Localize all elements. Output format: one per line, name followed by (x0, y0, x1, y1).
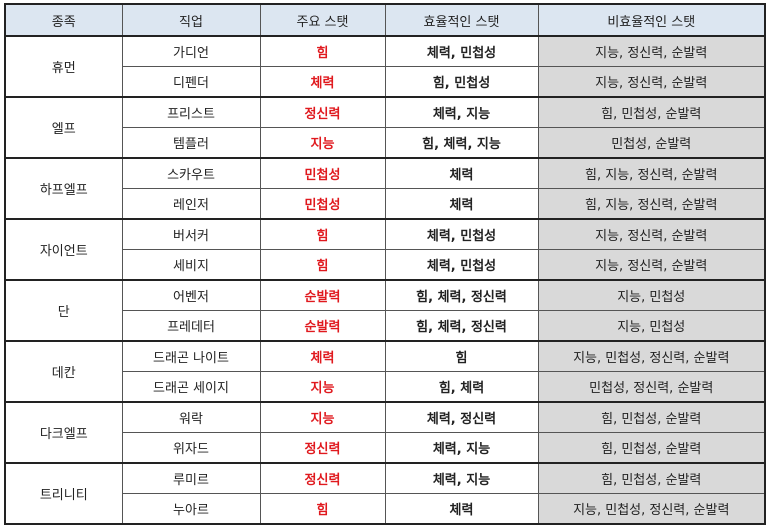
race-cell: 다크엘프 (4, 401, 123, 464)
header-inefficient-stat: 비효율적인 스탯 (537, 3, 766, 37)
main-stat-cell: 정신력 (259, 462, 386, 494)
main-stat-cell: 지능 (259, 371, 386, 403)
main-stat-cell: 힘 (259, 218, 386, 250)
inefficient-stat-cell: 지능, 민첩성 (537, 310, 766, 342)
main-stat-cell: 지능 (259, 401, 386, 433)
efficient-stat-cell: 힘, 민첩성 (384, 66, 539, 98)
table-row: 위자드 정신력 체력, 지능 힘, 민첩성, 순발력 (5, 432, 766, 464)
inefficient-stat-cell: 힘, 민첩성, 순발력 (537, 432, 766, 464)
class-cell: 프리스트 (121, 96, 261, 128)
inefficient-stat-cell: 지능, 정신력, 순발력 (537, 66, 766, 98)
class-cell: 스카우트 (121, 157, 261, 189)
table-row: 레인저 민첩성 체력 힘, 지능, 정신력, 순발력 (5, 188, 766, 220)
efficient-stat-cell: 체력, 지능 (384, 96, 539, 128)
inefficient-stat-cell: 힘, 민첩성, 순발력 (537, 401, 766, 433)
class-cell: 프레데터 (121, 310, 261, 342)
class-cell: 워락 (121, 401, 261, 433)
efficient-stat-cell: 힘, 체력, 정신력 (384, 279, 539, 311)
main-stat-cell: 지능 (259, 127, 386, 159)
efficient-stat-cell: 체력 (384, 188, 539, 220)
main-stat-cell: 힘 (259, 493, 386, 525)
inefficient-stat-cell: 지능, 민첩성 (537, 279, 766, 311)
class-stat-table: 종족 직업 주요 스탯 효율적인 스탯 비효율적인 스탯 휴먼 가디언 힘 체력, 민… (4, 3, 766, 525)
efficient-stat-cell: 힘, 체력, 정신력 (384, 310, 539, 342)
efficient-stat-cell: 힘, 체력 (384, 371, 539, 403)
class-cell: 어벤저 (121, 279, 261, 311)
table-row: 세비지 힘 체력, 민첩성 지능, 정신력, 순발력 (5, 249, 766, 281)
table-row: 누아르 힘 체력 지능, 민첩성, 정신력, 순발력 (5, 493, 766, 525)
race-cell: 엘프 (4, 96, 123, 159)
efficient-stat-cell: 체력 (384, 157, 539, 189)
table-row: 디펜더 체력 힘, 민첩성 지능, 정신력, 순발력 (5, 66, 766, 98)
inefficient-stat-cell: 민첩성, 순발력 (537, 127, 766, 159)
inefficient-stat-cell: 힘, 지능, 정신력, 순발력 (537, 157, 766, 189)
class-cell: 누아르 (121, 493, 261, 525)
table-row: 휴먼 가디언 힘 체력, 민첩성 지능, 정신력, 순발력 (4, 35, 766, 98)
main-stat-cell: 체력 (259, 66, 386, 98)
table-row: 단 어벤저 순발력 힘, 체력, 정신력 지능, 민첩성 (4, 279, 766, 342)
main-stat-cell: 민첩성 (259, 157, 386, 189)
header-row: 종족 직업 주요 스탯 효율적인 스탯 비효율적인 스탯 (4, 3, 766, 37)
header-main-stat: 주요 스탯 (259, 3, 386, 37)
main-stat-cell: 순발력 (259, 279, 386, 311)
class-cell: 드래곤 세이지 (121, 371, 261, 403)
inefficient-stat-cell: 지능, 정신력, 순발력 (537, 218, 766, 250)
table-row: 프레데터 순발력 힘, 체력, 정신력 지능, 민첩성 (5, 310, 766, 342)
inefficient-stat-cell: 힘, 민첩성, 순발력 (537, 462, 766, 494)
table-row: 엘프 프리스트 정신력 체력, 지능 힘, 민첩성, 순발력 (4, 96, 766, 159)
main-stat-cell: 체력 (259, 340, 386, 372)
table-row: 트리니티 루미르 정신력 체력, 지능 힘, 민첩성, 순발력 (4, 462, 766, 525)
table-row: 데칸 드래곤 나이트 체력 힘 지능, 민첩성, 정신력, 순발력 (4, 340, 766, 403)
efficient-stat-cell: 힘 (384, 340, 539, 372)
class-cell: 루미르 (121, 462, 261, 494)
race-cell: 하프엘프 (4, 157, 123, 220)
header-class: 직업 (121, 3, 261, 37)
race-cell: 자이언트 (4, 218, 123, 281)
efficient-stat-cell: 체력, 민첩성 (384, 218, 539, 250)
class-cell: 세비지 (121, 249, 261, 281)
inefficient-stat-cell: 지능, 민첩성, 정신력, 순발력 (537, 340, 766, 372)
class-cell: 위자드 (121, 432, 261, 464)
main-stat-cell: 민첩성 (259, 188, 386, 220)
table-row: 드래곤 세이지 지능 힘, 체력 민첩성, 정신력, 순발력 (5, 371, 766, 403)
inefficient-stat-cell: 지능, 민첩성, 정신력, 순발력 (537, 493, 766, 525)
inefficient-stat-cell: 지능, 정신력, 순발력 (537, 35, 766, 67)
main-stat-cell: 정신력 (259, 96, 386, 128)
efficient-stat-cell: 체력 (384, 493, 539, 525)
class-cell: 드래곤 나이트 (121, 340, 261, 372)
efficient-stat-cell: 힘, 체력, 지능 (384, 127, 539, 159)
efficient-stat-cell: 체력, 지능 (384, 432, 539, 464)
header-race: 종족 (4, 3, 123, 37)
table-row: 자이언트 버서커 힘 체력, 민첩성 지능, 정신력, 순발력 (4, 218, 766, 281)
class-cell: 디펜더 (121, 66, 261, 98)
class-cell: 버서커 (121, 218, 261, 250)
main-stat-cell: 정신력 (259, 432, 386, 464)
main-stat-cell: 힘 (259, 249, 386, 281)
class-cell: 가디언 (121, 35, 261, 67)
inefficient-stat-cell: 힘, 지능, 정신력, 순발력 (537, 188, 766, 220)
race-cell: 단 (4, 279, 123, 342)
table-row: 템플러 지능 힘, 체력, 지능 민첩성, 순발력 (5, 127, 766, 159)
class-cell: 레인저 (121, 188, 261, 220)
race-cell: 휴먼 (4, 35, 123, 98)
main-stat-cell: 힘 (259, 35, 386, 67)
efficient-stat-cell: 체력, 민첩성 (384, 249, 539, 281)
main-stat-cell: 순발력 (259, 310, 386, 342)
efficient-stat-cell: 체력, 지능 (384, 462, 539, 494)
efficient-stat-cell: 체력, 민첩성 (384, 35, 539, 67)
inefficient-stat-cell: 지능, 정신력, 순발력 (537, 249, 766, 281)
table-row: 하프엘프 스카우트 민첩성 체력 힘, 지능, 정신력, 순발력 (4, 157, 766, 220)
inefficient-stat-cell: 민첩성, 정신력, 순발력 (537, 371, 766, 403)
race-cell: 트리니티 (4, 462, 123, 525)
inefficient-stat-cell: 힘, 민첩성, 순발력 (537, 96, 766, 128)
table-row: 다크엘프 워락 지능 체력, 정신력 힘, 민첩성, 순발력 (4, 401, 766, 464)
class-cell: 템플러 (121, 127, 261, 159)
header-efficient-stat: 효율적인 스탯 (384, 3, 539, 37)
efficient-stat-cell: 체력, 정신력 (384, 401, 539, 433)
race-cell: 데칸 (4, 340, 123, 403)
